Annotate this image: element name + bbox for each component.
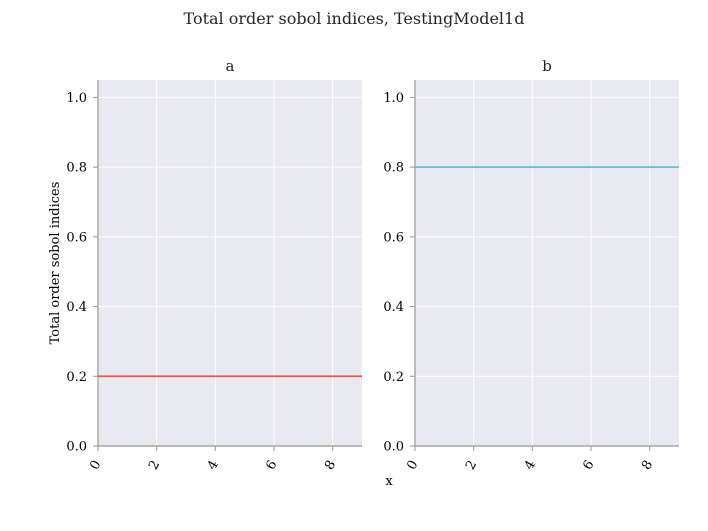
x-tick-label: 2 [463,458,480,473]
x-tick-label: 2 [146,458,163,473]
panel-a: 0.0 0.2 0.4 0.6 0.8 1.0 0 2 4 6 8 [66,80,362,473]
x-tick-label: 8 [639,458,656,473]
y-tick-label: 0.8 [383,161,404,176]
x-tick-label: 4 [205,458,222,473]
x-tick-label: 6 [580,458,597,473]
y-tick-label: 0.6 [66,230,87,245]
x-tick-label: 8 [322,458,339,473]
x-axis-label: x [385,474,393,489]
y-tick-label: 1.0 [383,91,404,106]
y-tick-label: 0.2 [383,370,404,385]
y-tick-label: 0.4 [66,300,87,315]
panel-b-title: b [542,57,552,75]
plot-area [98,80,362,446]
y-axis-label: Total order sobol indices [48,182,63,345]
x-tick-label: 0 [87,458,104,473]
y-tick-label: 0.0 [383,440,404,455]
y-tick-label: 0.8 [66,161,87,176]
x-tick-label: 0 [404,458,421,473]
y-tick-label: 0.6 [383,230,404,245]
x-tick-label: 6 [263,458,280,473]
y-tick-label: 0.2 [66,370,87,385]
y-tick-label: 1.0 [66,91,87,106]
panel-a-title: a [226,57,235,75]
plot-area [415,80,679,446]
panel-b: 0.0 0.2 0.4 0.6 0.8 1.0 0 2 4 6 8 [383,80,679,473]
y-tick-label: 0.4 [383,300,404,315]
x-tick-label: 4 [522,458,539,473]
y-tick-label: 0.0 [66,440,87,455]
figure-title: Total order sobol indices, TestingModel1… [184,9,525,28]
